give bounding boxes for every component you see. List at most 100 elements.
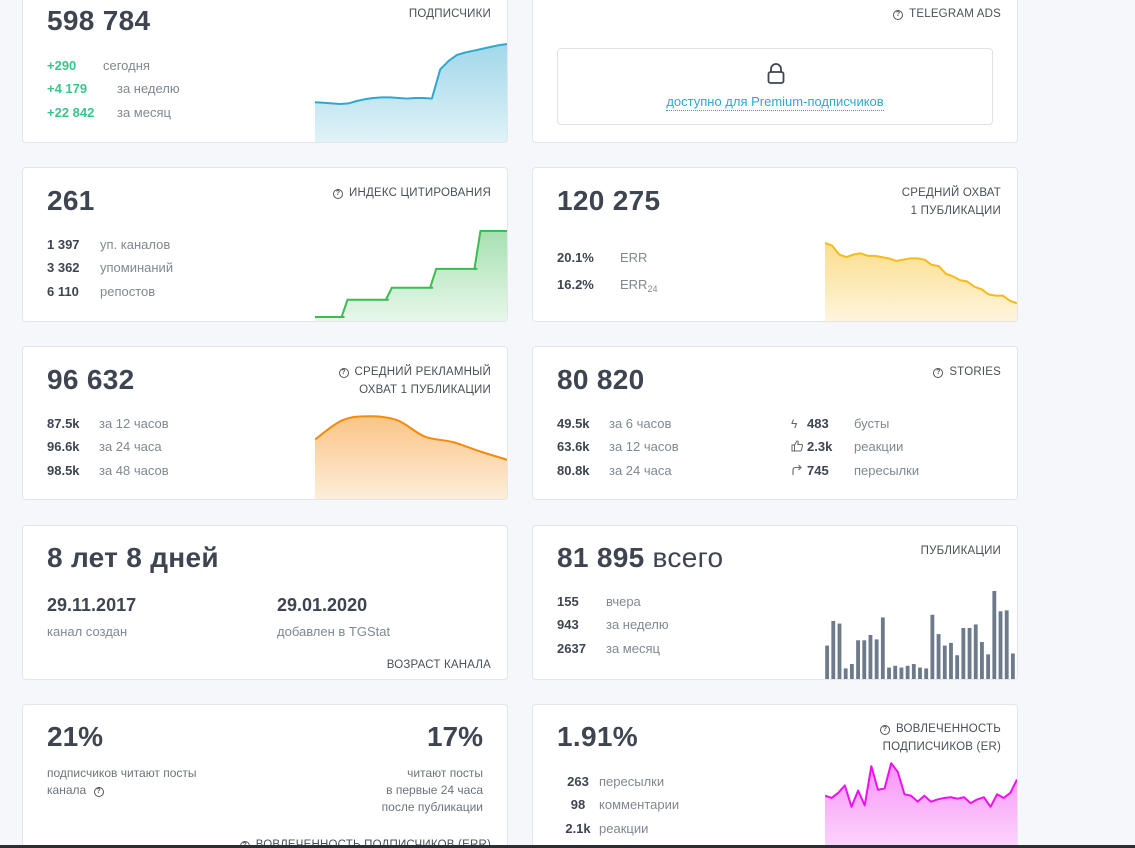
err24-label-text: ERR [620,277,648,292]
er-total: 1.91% [557,721,638,752]
er-forwards-label: пересылки [599,774,665,789]
publications-total-suffix: всего [652,542,724,573]
publication-bar [880,617,885,679]
help-icon[interactable]: ? [893,10,904,20]
publication-bar [992,591,997,679]
publication-bar [955,655,960,679]
help-icon[interactable]: ? [338,368,349,378]
citation-index-card[interactable]: 261 ? ИНДЕКС ЦИТИРОВАНИЯ 1 397 уп. каналов… [22,167,508,322]
chart-area-fill [315,231,507,321]
ad-reach-card[interactable]: 96 632 ? СРЕДНИЙ РЕКЛАМНЫЙ ОХВАТ 1 ПУБЛИКА… [22,346,508,500]
er-title-line2: ПОДПИСЧИКОВ (ER) [882,741,1001,753]
subscribers-card[interactable]: 598 784 ПОДПИСЧИКИ +290 сегодня +4 179 за … [22,0,508,143]
telegram-ads-title-text: TELEGRAM ADS [909,8,1001,20]
citation-reposts-value: 6 110 [47,284,79,299]
subscribers-title: ПОДПИСЧИКИ [408,8,491,20]
reactions-label: реакции [854,439,904,454]
stories-total: 80 820 [557,364,645,395]
premium-lock-box[interactable]: доступно для Premium-подписчиков [557,48,993,125]
ad-reach-48h-value: 98.5k [47,463,80,478]
citation-title[interactable]: ? ИНДЕКС ЦИТИРОВАНИЯ [333,184,491,202]
er-card[interactable]: 1.91% ? ВОВЛЕЧЕННОСТЬ ПОДПИСЧИКОВ (ER) 263… [532,704,1018,848]
err-right-label: читают посты в первые 24 часа после публик… [382,765,483,816]
help-icon[interactable]: ? [93,787,104,797]
err24-row: 16.2% ERR24 [557,277,657,294]
telegram-ads-card[interactable]: ? TELEGRAM ADS доступно для Premium-подпи… [532,0,1018,143]
citation-total: 261 [47,185,95,216]
publications-yesterday-value: 155 [557,594,579,609]
forwards-label: пересылки [854,463,920,478]
chart-area-fill [315,44,507,142]
help-icon[interactable]: ? [333,189,344,199]
publication-bar [868,635,873,679]
publication-bar [905,665,910,679]
chart-line [315,415,507,461]
publications-total: 81 895 всего [557,542,723,574]
publication-bar [980,642,984,679]
subscribers-row: +4 179 за неделю [47,81,180,96]
publications-card[interactable]: 81 895 всего ПУБЛИКАЦИИ 155 вчера 943 за н… [532,525,1018,680]
err-left-label-line1: подписчиков читают посты [47,766,197,780]
added-label: добавлен в TGStat [277,624,391,639]
subscribers-row: +22 842 за месяц [47,105,171,120]
lightning-icon: ϟ [791,417,798,431]
stories-24h-label: за 24 часа [609,463,672,478]
publication-bar [856,640,860,679]
ad-reach-row: 98.5k за 48 часов [47,463,169,478]
chart-area-fill [315,416,507,499]
premium-link-text[interactable]: доступно для Premium-подписчиков [666,94,884,111]
subscribers-month-value: +22 842 [47,105,95,120]
subscribers-today-value: +290 [47,58,77,73]
publication-bar [949,642,953,679]
ad-reach-title[interactable]: ? СРЕДНИЙ РЕКЛАМНЫЙ ОХВАТ 1 ПУБЛИКАЦИИ [338,363,491,399]
subscribers-week-label: за неделю [117,81,180,96]
err-value: 20.1% [557,250,594,265]
ad-reach-12h-value: 87.5k [47,416,80,431]
stories-card[interactable]: 80 820 ? STORIES 49.5k за 6 часов 63.6k за … [532,346,1018,500]
publication-bar [918,667,922,679]
er-reactions-label: реакции [599,821,649,836]
subscribers-month-label: за месяц [117,105,171,120]
publication-bar [936,634,941,679]
premium-link[interactable]: доступно для Premium-подписчиков [558,94,992,111]
avg-reach-title-line1: СРЕДНИЙ ОХВАТ [901,187,1001,199]
channel-age-card[interactable]: 8 лет 8 дней 29.11.2017 канал создан 29.… [22,525,508,680]
er-title[interactable]: ? ВОВЛЕЧЕННОСТЬ ПОДПИСЧИКОВ (ER) [880,720,1001,756]
created-date: 29.11.2017 [47,595,137,615]
ad-reach-curve [315,415,507,499]
citation-mentions-label: упоминаний [100,260,174,275]
publication-bar [849,664,854,679]
publication-bar [887,667,891,679]
stories-title[interactable]: ? STORIES [933,363,1001,381]
er-row: 263 пересылки [557,774,664,789]
err-left-label-line2-text: канала [47,783,87,797]
forward-arrow-icon [791,464,807,478]
help-icon[interactable]: ? [880,725,891,735]
err-title-text: ВОВЛЕЧЕННОСТЬ ПОДПИСЧИКОВ (ERR) [255,839,491,848]
channel-age-total: 8 лет 8 дней [47,542,219,573]
publications-yesterday-label: вчера [606,594,641,609]
telegram-ads-title[interactable]: ? TELEGRAM ADS [893,5,1001,23]
publication-bar [874,639,879,679]
subscribers-row: +290 сегодня [47,58,150,73]
publication-bar [825,645,830,679]
chart-line [825,242,1017,305]
stories-row: 49.5k за 6 часов [557,416,671,431]
avg-reach-card[interactable]: 120 275 СРЕДНИЙ ОХВАТ 1 ПУБЛИКАЦИИ 20.1% E… [532,167,1018,322]
ad-reach-12h-label: за 12 часов [99,416,169,431]
chart-line [825,762,1017,808]
stories-reactions: 2.3k реакции [791,439,903,454]
citation-row: 1 397 уп. каналов [47,237,170,252]
publications-row: 2637 за месяц [557,641,660,656]
publications-title: ПУБЛИКАЦИИ [920,545,1001,557]
publication-bar [831,620,836,679]
added-date: 29.01.2020 [277,595,368,615]
publication-bar [967,627,972,679]
subscribers-total: 598 784 [47,5,151,36]
err-card[interactable]: 21% подписчиков читают посты канала ? 17%… [22,704,508,848]
reactions-value: 2.3k [807,439,833,454]
publication-bar [893,665,898,679]
help-icon[interactable]: ? [933,368,944,378]
forwards-value: 745 [807,463,829,478]
avg-reach-total: 120 275 [557,185,661,216]
